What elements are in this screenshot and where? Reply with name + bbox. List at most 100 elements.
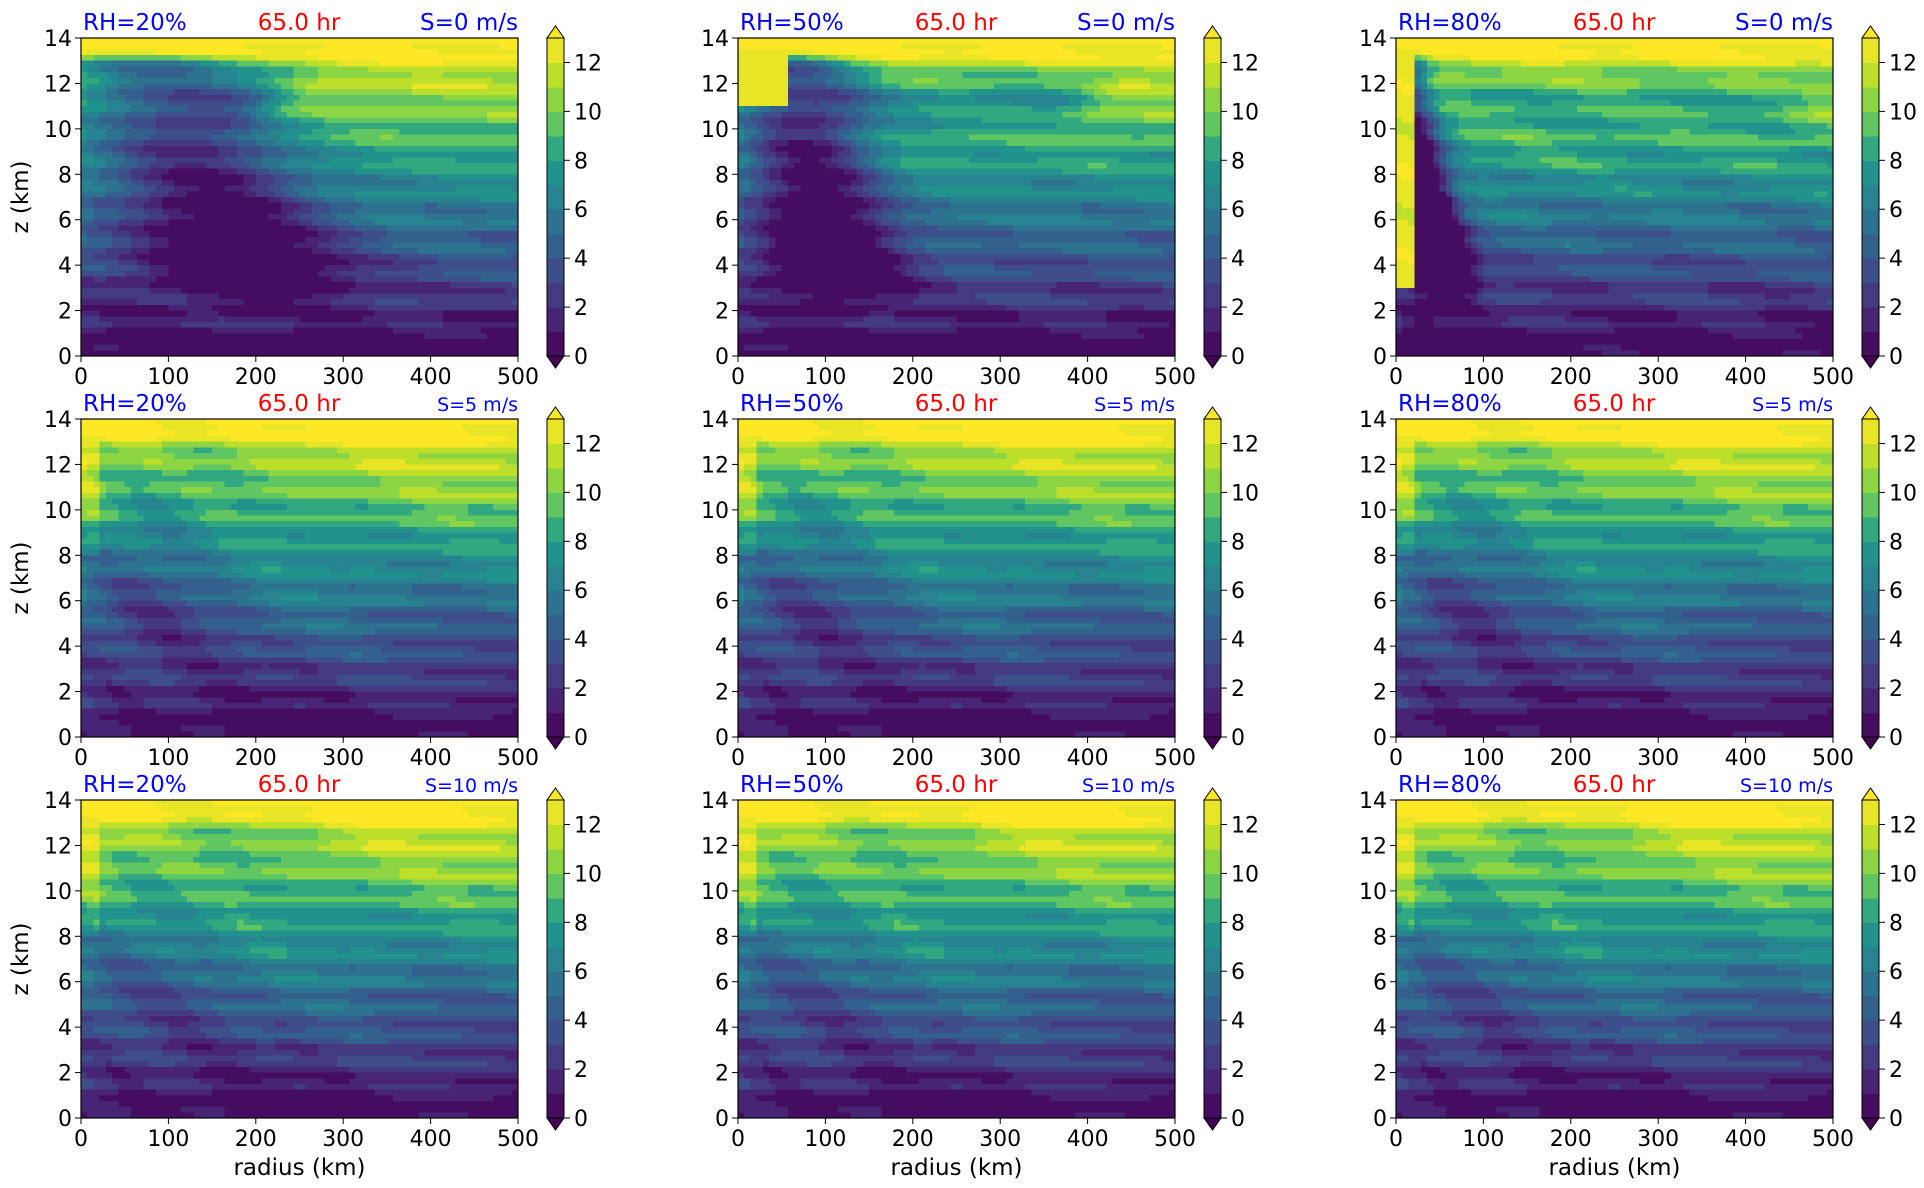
- heatmap-cell: [412, 311, 419, 317]
- heatmap-cell: [231, 157, 238, 163]
- heatmap-cell: [206, 72, 213, 78]
- heatmap-cell: [212, 248, 219, 254]
- heatmap-cell: [437, 237, 444, 243]
- heatmap-cell: [744, 89, 751, 95]
- heatmap-cell: [393, 112, 400, 118]
- heatmap-cell: [368, 265, 375, 271]
- heatmap-cell: [1081, 38, 1088, 44]
- heatmap-cell: [362, 282, 369, 288]
- heatmap-cell: [225, 197, 232, 203]
- heatmap-cell: [1050, 100, 1057, 106]
- heatmap-cell: [181, 311, 188, 317]
- heatmap-cell: [769, 83, 776, 89]
- heatmap-cell: [481, 225, 488, 231]
- heatmap-cell: [499, 118, 506, 124]
- heatmap-cell: [300, 140, 307, 146]
- heatmap-cell: [262, 277, 269, 283]
- heatmap-cell: [187, 44, 194, 50]
- heatmap-cell: [424, 345, 431, 351]
- heatmap-cell: [431, 112, 438, 118]
- heatmap-cell: [1013, 95, 1020, 101]
- heatmap-cell: [312, 186, 319, 192]
- heatmap-cell: [437, 271, 444, 277]
- heatmap-cell: [100, 305, 107, 311]
- heatmap-cell: [437, 66, 444, 72]
- heatmap-cell: [1081, 89, 1088, 95]
- heatmap-cell: [994, 100, 1001, 106]
- colorbar: 024681012: [547, 26, 602, 370]
- heatmap-cell: [262, 106, 269, 112]
- heatmap-cell: [137, 135, 144, 141]
- heatmap-cell: [250, 203, 257, 209]
- heatmap-cell: [356, 299, 363, 305]
- heatmap-cell: [225, 44, 232, 50]
- heatmap-cell: [187, 237, 194, 243]
- heatmap-cell: [1125, 106, 1132, 112]
- heatmap-cell: [437, 265, 444, 271]
- heatmap-cell: [250, 44, 257, 50]
- heatmap-cell: [932, 61, 939, 67]
- heatmap-cell: [125, 44, 132, 50]
- heatmap-cell: [1094, 66, 1101, 72]
- heatmap-cell: [362, 345, 369, 351]
- heatmap-cell: [206, 208, 213, 214]
- heatmap-cell: [318, 339, 325, 345]
- heatmap-cell: [343, 294, 350, 300]
- heatmap-cell: [250, 55, 257, 61]
- heatmap-cell: [324, 333, 331, 339]
- heatmap-cell: [412, 305, 419, 311]
- heatmap-cell: [137, 38, 144, 44]
- heatmap-cell: [218, 345, 225, 351]
- heatmap-cell: [349, 38, 356, 44]
- heatmap-cell: [231, 208, 238, 214]
- heatmap-cell: [456, 118, 463, 124]
- heatmap-cell: [975, 83, 982, 89]
- heatmap-cell: [487, 135, 494, 141]
- heatmap-cell: [1031, 83, 1038, 89]
- heatmap-cell: [1063, 78, 1070, 84]
- heatmap-cell: [1144, 95, 1151, 101]
- heatmap-cell: [250, 191, 257, 197]
- heatmap-cell: [462, 265, 469, 271]
- heatmap-cell: [406, 112, 413, 118]
- heatmap-cell: [757, 89, 764, 95]
- heatmap-cell: [212, 180, 219, 186]
- heatmap-cell: [231, 259, 238, 265]
- heatmap-cell: [331, 106, 338, 112]
- heatmap-cell: [356, 89, 363, 95]
- heatmap-cell: [838, 83, 845, 89]
- heatmap-cell: [137, 294, 144, 300]
- heatmap-cell: [324, 106, 331, 112]
- heatmap-cell: [950, 100, 957, 106]
- heatmap-cell: [499, 61, 506, 67]
- heatmap-cell: [969, 66, 976, 72]
- heatmap-cell: [331, 231, 338, 237]
- heatmap-cell: [493, 214, 500, 220]
- heatmap-cell: [100, 123, 107, 129]
- heatmap-cell: [374, 174, 381, 180]
- heatmap-cell: [343, 135, 350, 141]
- heatmap-cell: [87, 311, 94, 317]
- heatmap-cell: [374, 78, 381, 84]
- heatmap-cell: [131, 123, 138, 129]
- heatmap-cell: [481, 288, 488, 294]
- heatmap-cell: [181, 231, 188, 237]
- heatmap-cell: [106, 242, 113, 248]
- heatmap-cell: [193, 152, 200, 158]
- heatmap-cell: [418, 49, 425, 55]
- heatmap-cell: [187, 299, 194, 305]
- heatmap-cell: [318, 157, 325, 163]
- heatmap-cell: [275, 72, 282, 78]
- heatmap-cell: [368, 118, 375, 124]
- heatmap-cell: [231, 248, 238, 254]
- heatmap-cell: [143, 112, 150, 118]
- heatmap-cell: [838, 38, 845, 44]
- heatmap-cell: [318, 294, 325, 300]
- heatmap-cell: [775, 100, 782, 106]
- heatmap-cell: [137, 55, 144, 61]
- heatmap-cell: [112, 214, 119, 220]
- heatmap-cell: [193, 123, 200, 129]
- heatmap-cell: [1000, 89, 1007, 95]
- heatmap-cell: [925, 49, 932, 55]
- heatmap-cell: [449, 61, 456, 67]
